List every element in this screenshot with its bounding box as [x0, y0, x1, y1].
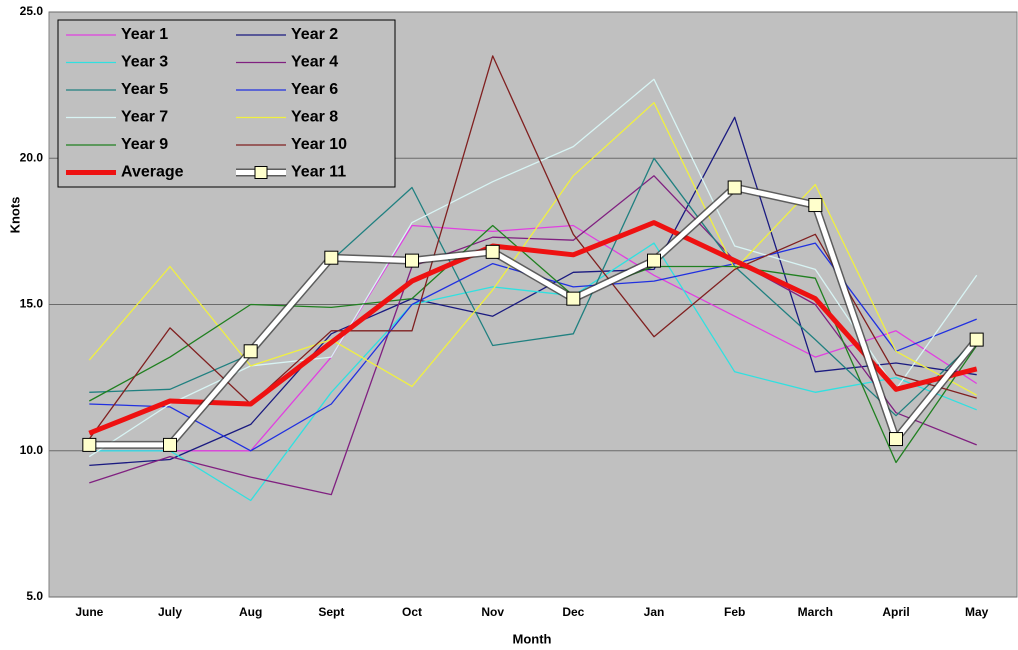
y-axis-title: Knots: [7, 197, 22, 234]
marker: [163, 437, 177, 452]
marker: [82, 437, 97, 452]
marker: [485, 244, 500, 259]
x-tick-label: Oct: [402, 605, 422, 619]
legend-box: [57, 19, 396, 188]
y-tick-label: 15.0: [20, 297, 44, 311]
x-tick-label: Feb: [724, 605, 745, 619]
x-tick-label: Nov: [481, 605, 504, 619]
x-tick-label: Aug: [239, 605, 262, 619]
marker: [324, 250, 339, 265]
marker: [647, 253, 661, 268]
x-tick-label: Dec: [562, 605, 584, 619]
y-tick-label: 20.0: [20, 150, 44, 164]
y-tick-label: 5.0: [26, 589, 43, 603]
series-line: [88, 220, 978, 436]
x-tick-label: March: [798, 605, 833, 619]
series-line: [89, 175, 977, 496]
y-tick-label: 10.0: [20, 443, 44, 457]
marker: [405, 253, 419, 268]
series-line: [88, 102, 978, 396]
marker: [889, 432, 903, 447]
legend-label: Year 4: [291, 54, 338, 71]
x-tick-label: July: [158, 605, 182, 619]
legend-label: Year 11: [291, 164, 346, 181]
x-tick-label: June: [75, 605, 103, 619]
x-tick-label: May: [965, 605, 989, 619]
legend-label: Year 6: [291, 81, 338, 98]
legend-label: Year 2: [291, 26, 338, 43]
legend-label: Year 1: [121, 26, 168, 43]
legend-label: Year 7: [121, 109, 168, 126]
legend-label: Year 8: [291, 109, 338, 126]
lines: [82, 55, 984, 502]
series-line: [89, 157, 978, 417]
x-tick-label: Jan: [644, 605, 665, 619]
series-line: [88, 224, 978, 464]
marker: [727, 180, 742, 195]
series-line: [88, 55, 977, 440]
x-tick-label: April: [882, 605, 909, 619]
legend-marker: [254, 166, 268, 179]
y-tick-label: 25.0: [20, 4, 44, 18]
legend-label: Year 5: [121, 81, 168, 98]
legend: Year 1 Year 2 Year 3 Year 4 Year 5 Year 6 Year…: [57, 19, 396, 188]
legend-label: Year 10: [291, 136, 347, 153]
series-line: [89, 116, 977, 467]
x-axis-title: Month: [513, 631, 552, 646]
series-line: [89, 242, 977, 502]
legend-label: Year 3: [121, 54, 168, 71]
marker: [969, 332, 984, 347]
series-line: [89, 185, 979, 448]
x-tick-label: Sept: [318, 605, 344, 619]
legend-label: Average: [121, 164, 184, 181]
legend-label: Year 9: [121, 136, 168, 153]
marker: [243, 344, 258, 359]
marker: [808, 198, 823, 213]
marker: [566, 291, 581, 306]
